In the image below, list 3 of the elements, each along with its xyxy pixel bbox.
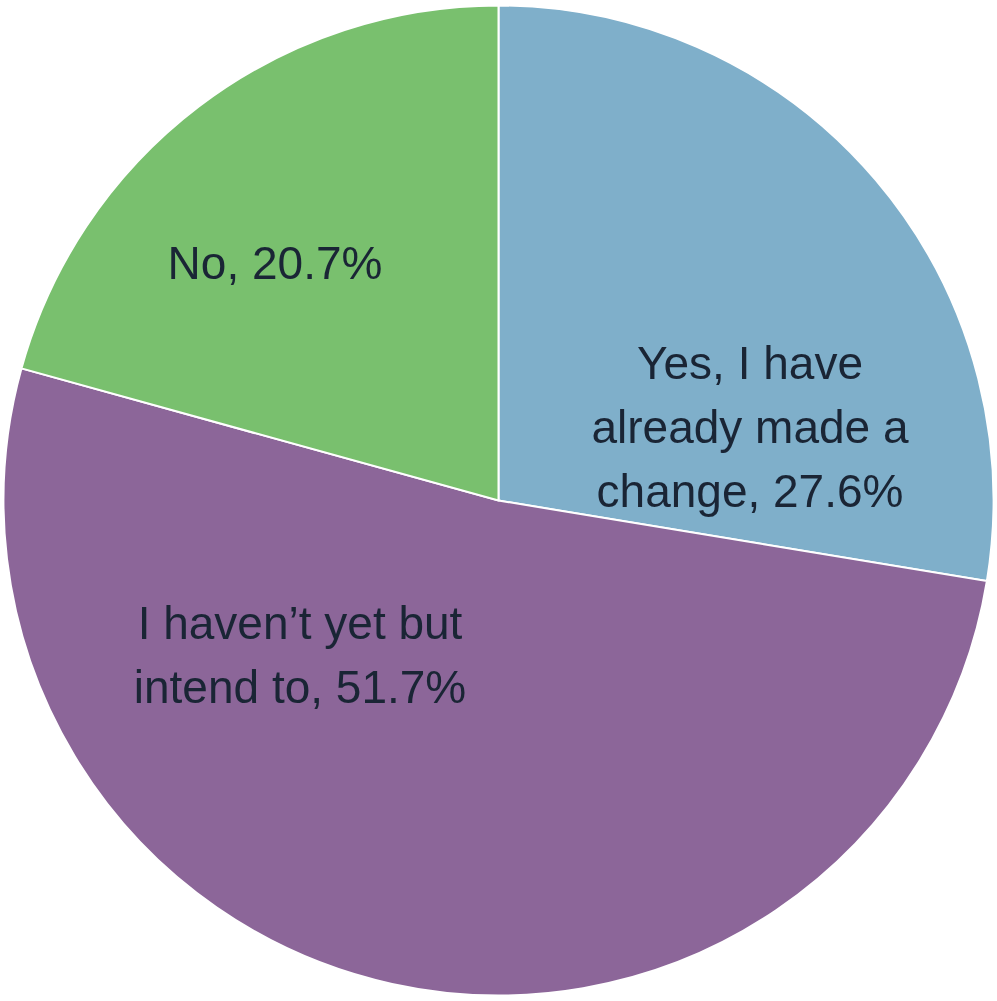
slice-label: Yes, I have already made a change, 27.6% xyxy=(591,337,909,517)
slice-label: No, 20.7% xyxy=(167,237,383,289)
slice-label: I haven’t yet but intend to, 51.7% xyxy=(133,597,467,713)
